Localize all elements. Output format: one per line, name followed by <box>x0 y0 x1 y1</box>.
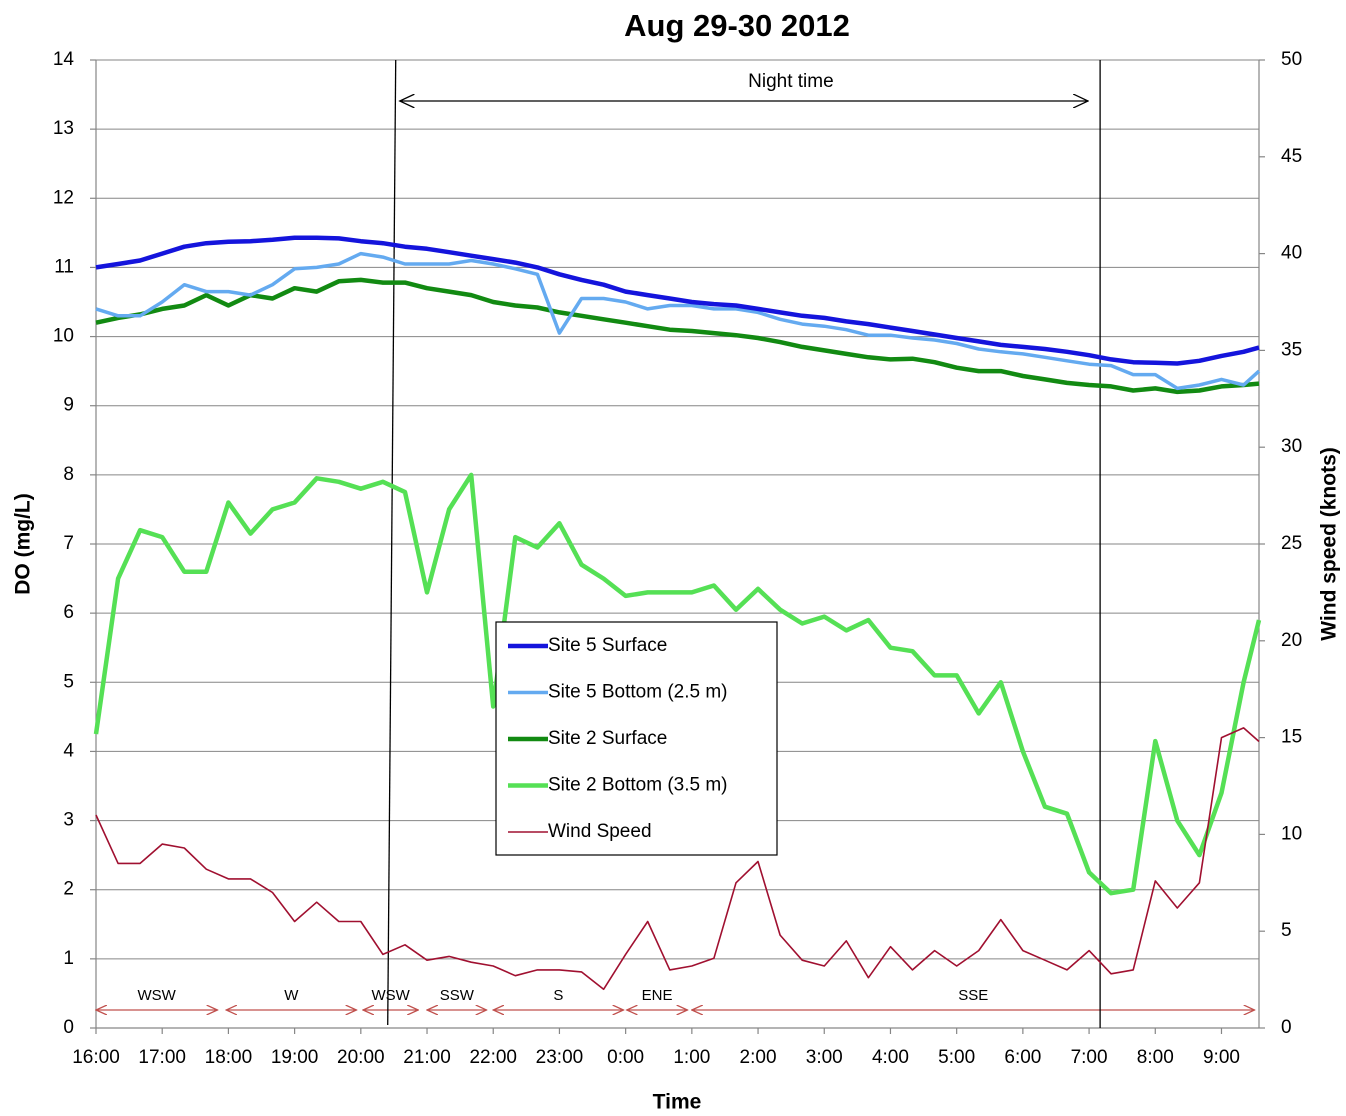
y-axis-title: DO (mg/L) <box>12 493 35 594</box>
x-tick-label: 22:00 <box>469 1047 517 1068</box>
series-line <box>95 277 1260 395</box>
y-tick-label: 13 <box>53 118 74 139</box>
series-line <box>93 472 1262 896</box>
y2-axis-title: Wind speed (knots) <box>1318 447 1341 640</box>
wind-direction-label: ENE <box>642 987 673 1004</box>
x-tick-label: 1:00 <box>673 1047 710 1068</box>
y-tick-label: 1 <box>63 948 74 969</box>
y2-tick-label: 50 <box>1281 49 1302 70</box>
y-tick-label: 4 <box>63 740 74 761</box>
x-tick-label: 6:00 <box>1004 1047 1041 1068</box>
wind-direction-label: WSW <box>371 987 410 1004</box>
legend-label: Site 2 Surface <box>548 728 667 749</box>
x-tick-label: 19:00 <box>271 1047 319 1068</box>
legend-label: Site 5 Surface <box>548 635 667 656</box>
x-tick-label: 20:00 <box>337 1047 385 1068</box>
y-tick-label: 9 <box>63 395 74 416</box>
y2-tick-label: 35 <box>1281 339 1302 360</box>
y2-tick-label: 40 <box>1281 243 1302 264</box>
y2-tick-label: 30 <box>1281 436 1302 457</box>
night-label: Night time <box>748 71 834 92</box>
x-tick-label: 17:00 <box>138 1047 186 1068</box>
y2-tick-label: 20 <box>1281 630 1302 651</box>
y-tick-label: 7 <box>63 533 74 554</box>
y2-tick-label: 10 <box>1281 823 1302 844</box>
x-tick-label: 0:00 <box>607 1047 644 1068</box>
night-start-line <box>387 59 397 1026</box>
series-line <box>95 727 1260 991</box>
x-tick-label: 7:00 <box>1071 1047 1108 1068</box>
y-tick-label: 3 <box>63 810 74 831</box>
y-tick-label: 5 <box>63 671 74 692</box>
x-tick-label: 16:00 <box>72 1047 120 1068</box>
x-tick-label: 5:00 <box>938 1047 975 1068</box>
wind-direction-label: W <box>284 987 299 1004</box>
legend-label: Site 5 Bottom (2.5 m) <box>548 682 728 703</box>
y-tick-label: 12 <box>53 187 74 208</box>
y2-tick-label: 0 <box>1281 1017 1292 1038</box>
x-tick-label: 8:00 <box>1137 1047 1174 1068</box>
legend-label: Wind Speed <box>548 821 652 842</box>
x-tick-label: 18:00 <box>205 1047 253 1068</box>
y-tick-label: 11 <box>54 256 74 277</box>
x-tick-label: 3:00 <box>806 1047 843 1068</box>
y-tick-label: 14 <box>53 49 75 70</box>
y2-tick-label: 5 <box>1281 920 1292 941</box>
y-tick-label: 10 <box>53 326 74 347</box>
y-tick-label: 8 <box>63 464 74 485</box>
y2-tick-label: 45 <box>1281 146 1302 167</box>
x-tick-label: 9:00 <box>1203 1047 1240 1068</box>
x-axis-title: Time <box>653 1091 702 1114</box>
series-line <box>95 251 1261 391</box>
y2-tick-label: 25 <box>1281 533 1302 554</box>
wind-direction-label: S <box>553 987 563 1004</box>
x-tick-label: 4:00 <box>872 1047 909 1068</box>
wind-direction-label: SSE <box>958 987 988 1004</box>
y-tick-label: 2 <box>63 879 74 900</box>
y-tick-label: 0 <box>63 1017 74 1038</box>
x-tick-label: 23:00 <box>536 1047 584 1068</box>
x-tick-label: 2:00 <box>740 1047 777 1068</box>
y-tick-label: 6 <box>63 602 74 623</box>
chart-title: Aug 29-30 2012 <box>624 8 850 43</box>
legend-label: Site 2 Bottom (3.5 m) <box>548 775 728 796</box>
wind-direction-label: SSW <box>440 987 475 1004</box>
wind-direction-label: WSW <box>138 987 177 1004</box>
x-tick-label: 21:00 <box>403 1047 451 1068</box>
series-line <box>95 235 1260 366</box>
y2-tick-label: 15 <box>1281 727 1302 748</box>
